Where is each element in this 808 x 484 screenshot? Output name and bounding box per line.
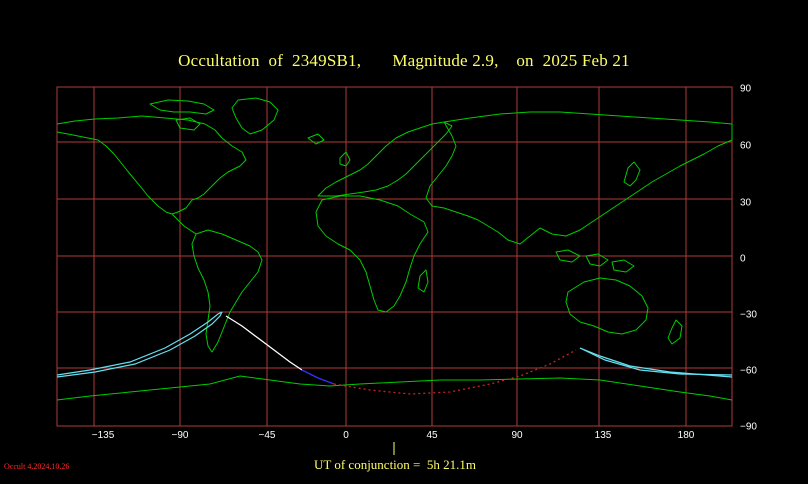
south-america-coast (191, 229, 263, 353)
lat-tick-label: −30 (740, 309, 757, 321)
central-path (225, 315, 577, 395)
arctic-islands (149, 99, 215, 115)
conjunction-time: UT of conjunction = 5h 21.1m (314, 457, 476, 472)
europe-coast (317, 121, 453, 197)
japan (623, 161, 641, 187)
path-limit-lines (56, 311, 733, 378)
madagascar (417, 269, 429, 293)
lon-tick-label: 135 (594, 430, 612, 441)
british-isles (339, 151, 351, 167)
lon-tick-label: 180 (677, 430, 695, 441)
software-version: Occult 4.2024.10.26 (4, 462, 70, 471)
indonesia-islands (555, 249, 581, 263)
lat-tick-label: 90 (740, 83, 752, 95)
arctic-islands (175, 117, 201, 131)
indonesia-islands (611, 259, 635, 273)
greenland-coast (231, 97, 279, 135)
graticule (57, 87, 732, 426)
north-america-coast (56, 115, 247, 215)
iceland (307, 133, 325, 145)
lat-tick-label: 30 (740, 197, 752, 209)
lat-tick-label: −60 (740, 365, 757, 377)
antarctica-coast (56, 375, 733, 401)
south-limit-east (579, 347, 733, 378)
lon-tick-label: −90 (171, 430, 189, 441)
australia-coast (565, 277, 649, 335)
lat-tick-label: 60 (740, 140, 752, 152)
lon-tick-label: 45 (426, 430, 438, 441)
lat-tick-label: 0 (740, 253, 746, 265)
central-line-twilight (301, 369, 335, 385)
page-title: Occultation of 2349SB1, Magnitude 2.9, o… (178, 51, 630, 70)
north-limit-east (579, 347, 733, 376)
lon-tick-label: 0 (343, 430, 349, 441)
africa-coast (315, 195, 429, 313)
north-limit-west (56, 311, 223, 376)
new-zealand (667, 319, 683, 345)
central-line-night (225, 315, 303, 371)
south-limit-west (56, 311, 223, 378)
lon-tick-label: 90 (511, 430, 523, 441)
lon-tick-label: −135 (91, 430, 115, 441)
central-america-coast (171, 213, 197, 235)
coastlines (56, 97, 733, 401)
asia-coast (425, 111, 733, 245)
lon-tick-label: −45 (258, 430, 276, 441)
lat-tick-label: −90 (740, 421, 757, 433)
indonesia-islands (585, 253, 609, 267)
central-line-daylight (333, 349, 577, 395)
